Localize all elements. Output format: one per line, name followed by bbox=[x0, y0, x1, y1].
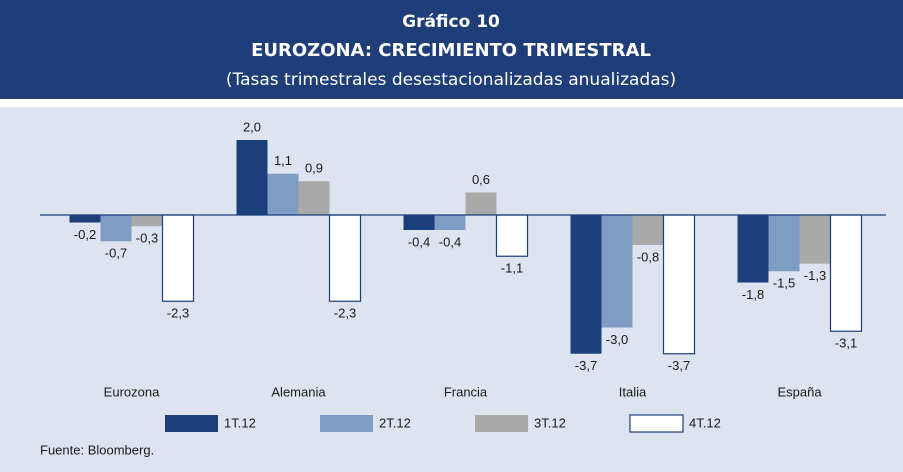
bar bbox=[69, 215, 101, 223]
value-label: 1,1 bbox=[274, 153, 292, 168]
x-tick-label: Francia bbox=[444, 384, 488, 399]
bar bbox=[298, 181, 330, 215]
legend-swatch bbox=[165, 415, 218, 432]
x-tick-label: Eurozona bbox=[104, 384, 160, 399]
value-label: -0,3 bbox=[136, 231, 158, 246]
bar bbox=[100, 215, 132, 242]
bar bbox=[632, 215, 664, 245]
bar bbox=[465, 192, 497, 215]
legend-label: 1T.12 bbox=[224, 415, 256, 430]
bar bbox=[768, 215, 800, 272]
chart-subtitle: (Tasas trimestrales desestacionalizadas … bbox=[226, 70, 676, 90]
value-label: -1,8 bbox=[742, 287, 764, 302]
value-label: 2,0 bbox=[243, 119, 261, 134]
value-label: -2,3 bbox=[334, 306, 356, 321]
value-label: 0,9 bbox=[305, 161, 323, 176]
x-tick-label: Alemania bbox=[271, 384, 326, 399]
bar bbox=[236, 140, 268, 215]
value-label: -2,3 bbox=[167, 306, 189, 321]
header-band bbox=[0, 0, 903, 99]
value-label: -1,5 bbox=[773, 276, 795, 291]
bar bbox=[434, 215, 466, 230]
value-label: -0,8 bbox=[637, 249, 659, 264]
bar bbox=[829, 214, 863, 332]
value-label: -3,0 bbox=[606, 332, 628, 347]
legend-label: 2T.12 bbox=[379, 415, 411, 430]
bar bbox=[495, 214, 529, 257]
chart-header: Gráfico 10 bbox=[402, 12, 500, 32]
value-label: -1,3 bbox=[804, 268, 826, 283]
value-label: -0,4 bbox=[439, 234, 461, 249]
value-label: -0,4 bbox=[408, 234, 430, 249]
legend-swatch bbox=[475, 415, 528, 432]
value-label: -0,7 bbox=[105, 246, 127, 261]
legend-swatch bbox=[320, 415, 373, 432]
bar bbox=[161, 214, 195, 302]
bar bbox=[737, 215, 769, 283]
source: Fuente: Bloomberg. bbox=[40, 442, 154, 457]
value-label: -3,7 bbox=[575, 358, 597, 373]
bar bbox=[570, 215, 602, 354]
value-label: -3,7 bbox=[668, 358, 690, 373]
value-label: 0,6 bbox=[472, 172, 490, 187]
x-tick-label: Italia bbox=[619, 384, 647, 399]
legend-swatch bbox=[629, 414, 684, 433]
value-label: -3,1 bbox=[835, 336, 857, 351]
bar bbox=[601, 215, 633, 328]
bar bbox=[267, 173, 299, 215]
bar bbox=[662, 214, 696, 355]
legend-label: 3T.12 bbox=[534, 415, 566, 430]
bar bbox=[799, 215, 831, 264]
bar bbox=[131, 215, 163, 227]
plot-background bbox=[0, 107, 903, 472]
bar bbox=[328, 214, 362, 302]
value-label: -1,1 bbox=[501, 261, 523, 276]
bar bbox=[403, 215, 435, 230]
value-label: -0,2 bbox=[74, 227, 96, 242]
x-tick-label: España bbox=[777, 384, 822, 399]
chart-title: EUROZONA: CRECIMIENTO TRIMESTRAL bbox=[251, 40, 651, 61]
legend-label: 4T.12 bbox=[689, 415, 721, 430]
